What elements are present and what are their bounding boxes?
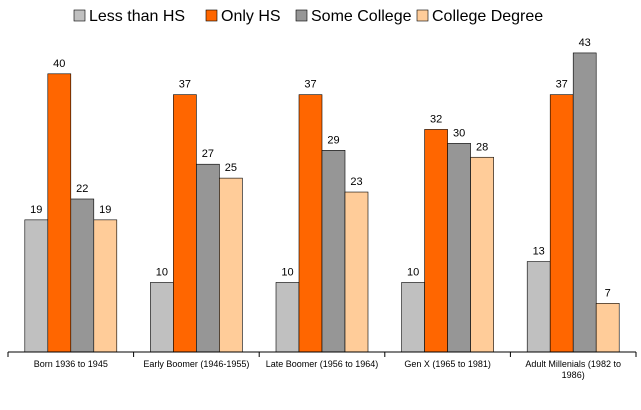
bar-some-college-3: [447, 143, 471, 353]
legend-item-some-college: Some College: [295, 8, 412, 25]
value-label: 13: [533, 246, 545, 258]
bar-only-hs-1: [173, 94, 197, 353]
legend-swatch: [295, 9, 308, 22]
bar-only-hs-2: [298, 94, 323, 353]
category-label: Gen X (1965 to 1981): [404, 359, 491, 369]
value-label: 32: [430, 113, 442, 125]
bar-less-than-hs-3: [401, 282, 425, 353]
legend-swatch: [73, 9, 86, 22]
bar-college-degree-3: [470, 156, 494, 353]
bar-less-than-hs-2: [275, 282, 300, 353]
bar-some-college-4: [572, 52, 597, 353]
x-ticks: [7, 352, 637, 357]
bar-some-college-2: [321, 150, 346, 353]
value-label: 30: [453, 127, 465, 139]
bar-only-hs-0: [47, 73, 72, 353]
bar-college-degree-1: [219, 177, 243, 353]
category-label: Early Boomer (1946-1955): [143, 359, 249, 369]
bars: [24, 52, 620, 353]
legend-item-only-hs: Only HS: [205, 8, 281, 25]
bar-less-than-hs-0: [24, 219, 49, 353]
legend-item-college-degree: College Degree: [416, 8, 543, 25]
bar-some-college-0: [70, 198, 95, 353]
value-label: 37: [556, 79, 568, 91]
legend: Less than HS Only HS Some College College D…: [73, 8, 543, 25]
legend-label: College Degree: [432, 8, 543, 25]
category-label: Born 1936 to 1945: [34, 359, 108, 369]
value-label: 37: [304, 79, 316, 91]
value-label: 19: [99, 204, 111, 216]
value-label: 7: [605, 287, 611, 299]
value-label: 43: [579, 37, 591, 49]
value-label: 19: [30, 204, 42, 216]
bar-only-hs-4: [549, 94, 574, 353]
value-label: 37: [179, 79, 191, 91]
legend-item-less-than-hs: Less than HS: [73, 8, 185, 25]
bar-less-than-hs-1: [150, 282, 174, 353]
category-labels: Born 1936 to 1945 Early Boomer (1946-1955…: [34, 359, 621, 380]
value-label: 10: [281, 266, 293, 278]
category-label: Adult Millenials (1982 to 1986): [525, 359, 621, 380]
bar-only-hs-3: [424, 129, 448, 353]
value-label: 25: [225, 162, 237, 174]
value-label: 29: [327, 134, 339, 146]
value-label: 10: [156, 266, 168, 278]
category-label: Late Boomer (1956 to 1964): [266, 359, 379, 369]
legend-swatch: [205, 9, 218, 22]
bar-college-degree-4: [595, 303, 620, 353]
value-label: 10: [407, 266, 419, 278]
value-label: 22: [76, 183, 88, 195]
legend-label: Only HS: [221, 8, 281, 25]
value-labels: 19 40 22 19 10 37 27 25 10 37 29 23 10 32 30 28 13 37 43 7: [30, 37, 611, 299]
bar-some-college-1: [196, 163, 220, 353]
legend-swatch: [416, 9, 429, 22]
value-label: 28: [476, 141, 488, 153]
bar-college-degree-0: [93, 219, 118, 353]
legend-label: Less than HS: [89, 8, 185, 25]
bar-less-than-hs-4: [526, 261, 551, 353]
value-label: 27: [202, 148, 214, 160]
bar-college-degree-2: [344, 191, 369, 353]
value-label: 40: [53, 58, 65, 70]
value-label: 23: [350, 176, 362, 188]
legend-label: Some College: [311, 8, 412, 25]
